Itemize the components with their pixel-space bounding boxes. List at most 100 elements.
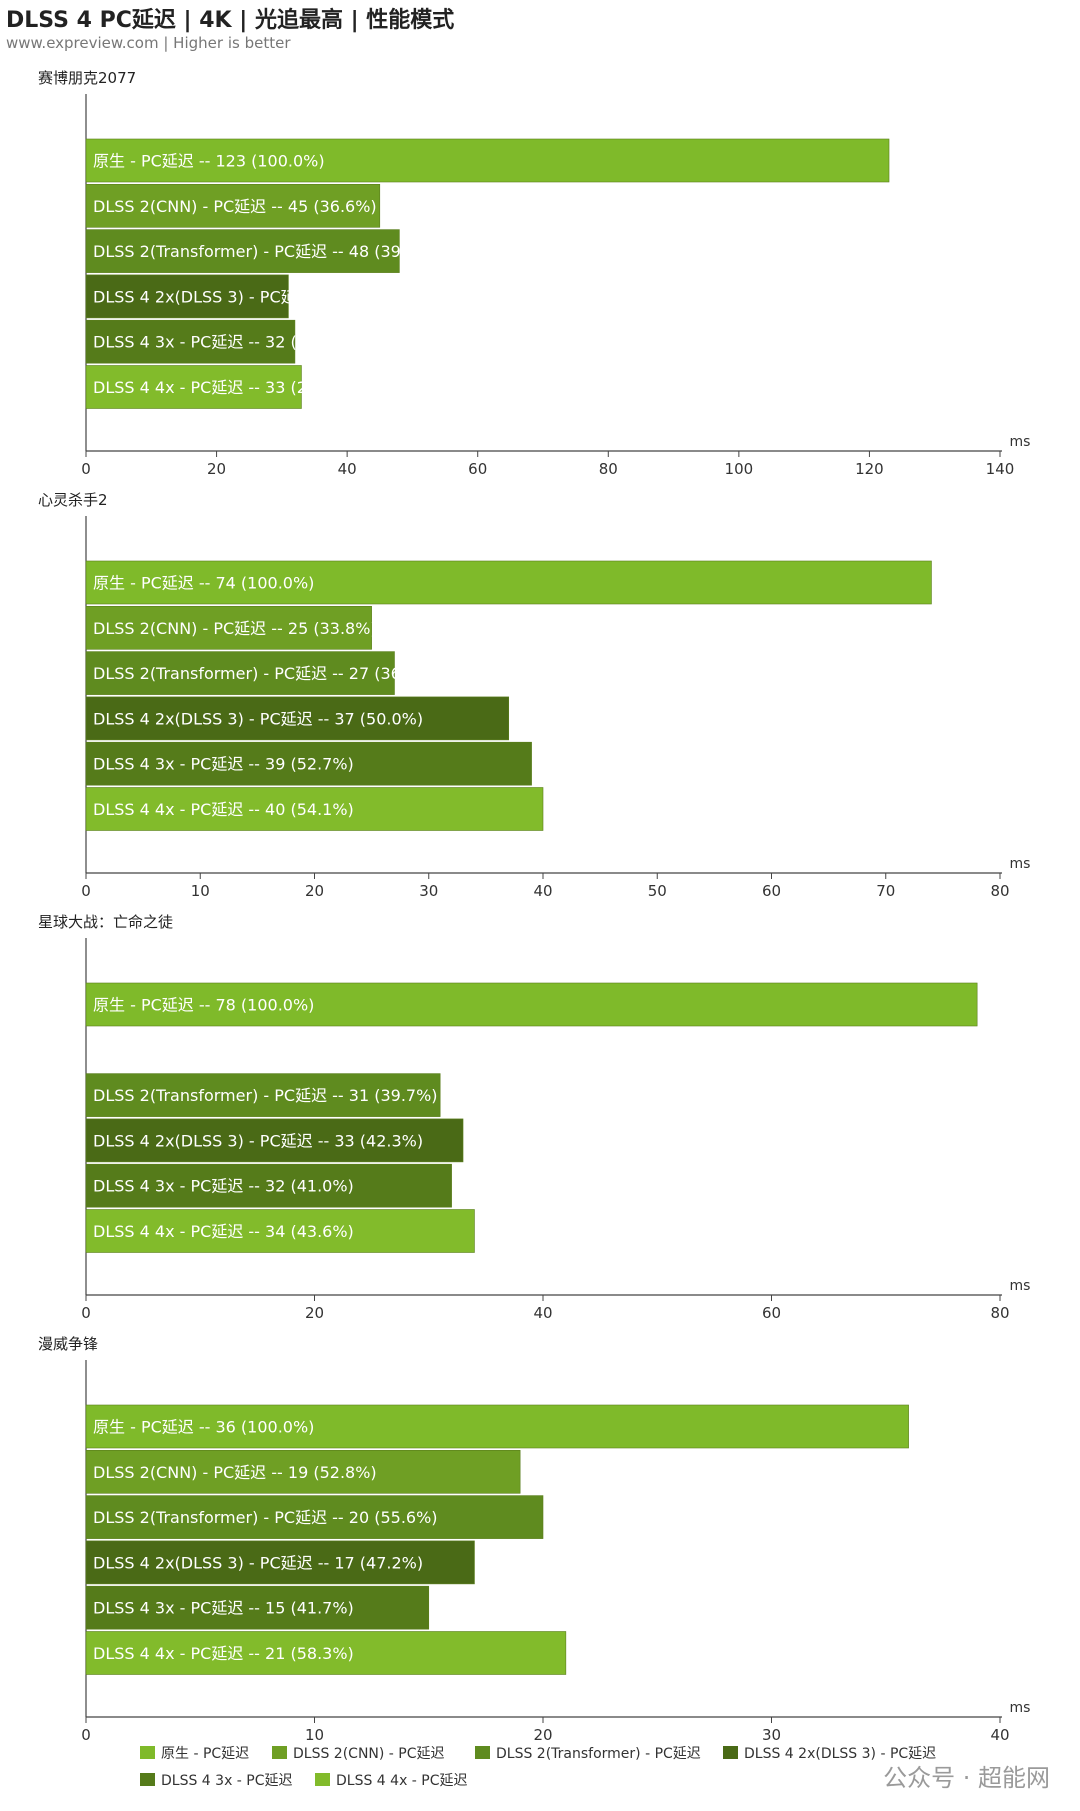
x-axis-unit: ms: [1010, 1700, 1031, 1716]
x-tick-label: 10: [305, 1726, 324, 1744]
x-axis-unit: ms: [1010, 856, 1031, 872]
legend-item-label: DLSS 2(Transformer) - PC延迟: [496, 1746, 701, 1762]
bar-data-label: 原生 - PC延迟 -- 123 (100.0%): [93, 152, 325, 171]
x-tick-label: 50: [648, 882, 667, 900]
bar-data-label: DLSS 4 3x - PC延迟 -- 15 (41.7%): [93, 1599, 354, 1618]
legend-item-label: 原生 - PC延迟: [161, 1746, 249, 1762]
bar-data-label: DLSS 2(CNN) - PC延迟 -- 45 (36.6%): [93, 197, 377, 216]
legend-item-label: DLSS 4 4x - PC延迟: [336, 1773, 468, 1789]
bar-data-label: DLSS 4 4x - PC延迟 -- 21 (58.3%): [93, 1644, 354, 1663]
legend-swatch: [140, 1746, 155, 1759]
legend-swatch: [140, 1773, 155, 1786]
legend-swatch: [723, 1746, 738, 1759]
x-tick-label: 60: [468, 460, 487, 478]
bar: [85, 1585, 430, 1630]
bar: [85, 1450, 521, 1494]
bar: [85, 229, 400, 273]
bar-data-label: 原生 - PC延迟 -- 74 (100.0%): [93, 574, 314, 593]
x-axis-unit: ms: [1010, 1278, 1031, 1294]
x-tick-label: 80: [599, 460, 618, 478]
x-tick-label: 20: [305, 882, 324, 900]
bar-data-label: DLSS 4 3x - PC延迟 -- 39 (52.7%): [93, 755, 354, 774]
x-tick-label: 30: [419, 882, 438, 900]
bar: [85, 605, 372, 650]
bar: [85, 741, 532, 786]
x-tick-label: 40: [990, 1726, 1009, 1744]
x-tick-label: 0: [81, 1726, 91, 1744]
bar: [85, 365, 302, 409]
bar: [85, 787, 544, 831]
x-tick-label: 120: [855, 460, 884, 478]
chart-title: DLSS 4 PC延迟 | 4K | 光追最高 | 性能模式: [6, 8, 455, 33]
bar-data-label: DLSS 2(Transformer) - PC延迟 -- 48 (39.0%): [93, 242, 438, 261]
x-tick-label: 40: [338, 460, 357, 478]
legend-item-label: DLSS 4 3x - PC延迟: [161, 1773, 293, 1789]
x-tick-label: 0: [81, 882, 91, 900]
bar: [85, 1404, 909, 1449]
panel-title: 赛博朋克2077: [38, 69, 136, 87]
bar: [85, 696, 510, 741]
bar-data-label: 原生 - PC延迟 -- 78 (100.0%): [93, 996, 314, 1015]
x-tick-label: 140: [986, 460, 1015, 478]
x-tick-label: 20: [533, 1726, 552, 1744]
bar-data-label: DLSS 2(Transformer) - PC延迟 -- 31 (39.7%): [93, 1086, 438, 1105]
bar-data-label: 原生 - PC延迟 -- 36 (100.0%): [93, 1418, 314, 1437]
x-tick-label: 20: [207, 460, 226, 478]
x-tick-label: 80: [990, 1304, 1009, 1322]
x-axis-unit: ms: [1010, 434, 1031, 450]
x-tick-label: 0: [81, 1304, 91, 1322]
bar: [85, 1118, 464, 1163]
bar: [85, 560, 932, 605]
x-tick-label: 70: [876, 882, 895, 900]
bar-data-label: DLSS 2(Transformer) - PC延迟 -- 20 (55.6%): [93, 1508, 438, 1527]
legend-swatch: [272, 1746, 287, 1759]
bar: [85, 982, 978, 1027]
legend-item-label: DLSS 4 2x(DLSS 3) - PC延迟: [744, 1746, 936, 1762]
bar: [85, 1163, 452, 1208]
x-tick-label: 10: [191, 882, 210, 900]
bar: [85, 319, 296, 364]
legend-item-label: DLSS 2(CNN) - PC延迟: [293, 1746, 445, 1762]
bar: [85, 1631, 567, 1675]
bar-data-label: DLSS 4 2x(DLSS 3) - PC延迟 -- 33 (42.3%): [93, 1131, 423, 1150]
bar-data-label: DLSS 4 2x(DLSS 3) - PC延迟 -- 31 (25.2%): [93, 287, 423, 306]
chart-subtitle: www.expreview.com | Higher is better: [6, 34, 291, 52]
watermark: 公众号 · 超能网: [883, 1764, 1050, 1792]
bar-data-label: DLSS 2(CNN) - PC延迟 -- 25 (33.8%): [93, 619, 377, 638]
panel-title: 漫威争锋: [38, 1335, 98, 1353]
bar: [85, 1495, 544, 1539]
bar: [85, 651, 395, 695]
legend-swatch: [475, 1746, 490, 1759]
bar-data-label: DLSS 2(CNN) - PC延迟 -- 19 (52.8%): [93, 1463, 377, 1482]
panel-title: 星球大战：亡命之徒: [38, 913, 173, 931]
x-tick-label: 40: [533, 882, 552, 900]
x-tick-label: 60: [762, 1304, 781, 1322]
x-tick-label: 30: [762, 1726, 781, 1744]
bar-data-label: DLSS 4 2x(DLSS 3) - PC延迟 -- 37 (50.0%): [93, 709, 423, 728]
x-tick-label: 20: [305, 1304, 324, 1322]
bar: [85, 1073, 441, 1117]
x-tick-label: 80: [990, 882, 1009, 900]
bar: [85, 138, 890, 183]
bar-data-label: DLSS 4 4x - PC延迟 -- 33 (26.8%): [93, 378, 354, 397]
bar-data-label: DLSS 4 3x - PC延迟 -- 32 (41.0%): [93, 1177, 354, 1196]
bar-data-label: DLSS 4 3x - PC延迟 -- 32 (26.0%): [93, 333, 354, 352]
x-tick-label: 60: [762, 882, 781, 900]
legend: 原生 - PC延迟 DLSS 2(CNN) - PC延迟 DLSS 2(Transf…: [140, 1746, 936, 1789]
bar-data-label: DLSS 4 2x(DLSS 3) - PC延迟 -- 17 (47.2%): [93, 1553, 423, 1572]
bar-data-label: DLSS 4 4x - PC延迟 -- 40 (54.1%): [93, 800, 354, 819]
panel-title: 心灵杀手2: [38, 491, 108, 509]
bar-data-label: DLSS 2(Transformer) - PC延迟 -- 27 (36.5%): [93, 664, 438, 683]
x-tick-label: 100: [725, 460, 754, 478]
panel-1: 赛博朋克2077 0 20 40 60 80 100 120 140 ms 原生 - PC延迟 --…: [38, 69, 1030, 478]
x-tick-label: 40: [533, 1304, 552, 1322]
x-tick-label: 0: [81, 460, 91, 478]
bar: [85, 184, 381, 228]
legend-swatch: [315, 1773, 330, 1786]
bar-data-label: DLSS 4 4x - PC延迟 -- 34 (43.6%): [93, 1222, 354, 1241]
bar: [85, 1540, 475, 1585]
